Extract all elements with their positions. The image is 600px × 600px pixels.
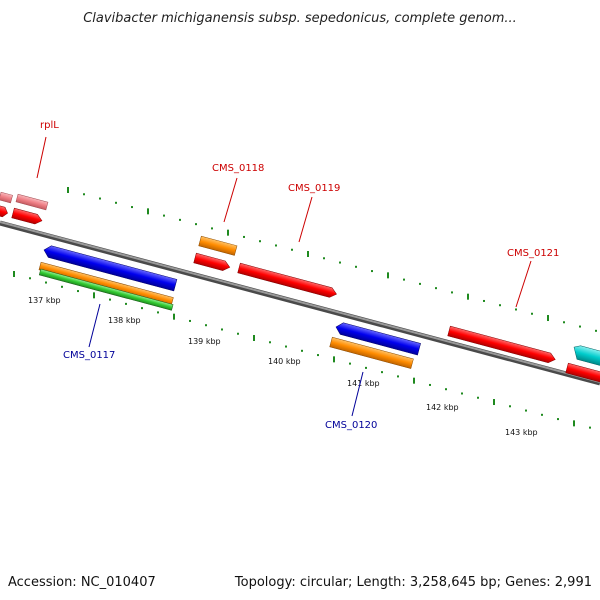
label-cms0120[interactable]: CMS_0120 — [325, 420, 377, 431]
gene-cms0120-blue[interactable] — [334, 321, 421, 356]
gene-cms0118[interactable] — [198, 235, 238, 256]
tick-label-143: 143 kbp — [505, 428, 538, 437]
tick-label-141: 141 kbp — [347, 379, 380, 388]
gene-red-left-a[interactable] — [0, 204, 9, 218]
backbone — [0, 220, 600, 386]
label-cms0119[interactable]: CMS_0119 — [288, 183, 340, 194]
leader-rplL — [36, 136, 47, 179]
map-title: Clavibacter michiganensis subsp. sepedon… — [83, 11, 517, 26]
leader-cms0120 — [351, 371, 364, 417]
label-rplL[interactable]: rplL — [40, 120, 59, 131]
gene-cms0119[interactable] — [237, 262, 338, 299]
label-cms0117[interactable]: CMS_0117 — [63, 350, 115, 361]
gene-red-left-b[interactable] — [11, 207, 44, 225]
reverse-genes — [38, 244, 421, 369]
gene-cms0120[interactable] — [329, 336, 414, 369]
label-cms0121[interactable]: CMS_0121 — [507, 248, 559, 259]
tick-label-137: 137 kbp — [28, 296, 61, 305]
upper-tick-row — [67, 187, 597, 332]
leader-cms0121 — [515, 260, 532, 308]
tick-label-138: 138 kbp — [108, 316, 141, 325]
leader-cms0118 — [223, 177, 238, 223]
gene-pink-upper[interactable] — [15, 193, 49, 211]
label-cms0118[interactable]: CMS_0118 — [212, 163, 264, 174]
accession-text: Accession: NC_010407 — [8, 575, 156, 590]
leader-cms0119 — [298, 196, 313, 243]
tick-label-140: 140 kbp — [268, 357, 301, 366]
leader-cms0117 — [88, 303, 101, 348]
gene-cms0117-blue[interactable] — [42, 244, 178, 292]
kbp-labels: 137 kbp 138 kbp 139 kbp 140 kbp 141 kbp … — [28, 296, 538, 437]
tick-label-142: 142 kbp — [426, 403, 459, 412]
gene-rplL[interactable] — [0, 191, 13, 204]
gene-red-right[interactable] — [565, 362, 600, 384]
gene-labels: rplL CMS_0118 CMS_0119 CMS_0121 CMS_0117… — [36, 120, 559, 431]
gene-cyan-right[interactable] — [571, 344, 600, 369]
gene-red-0118[interactable] — [193, 252, 231, 272]
gene-cms0121[interactable] — [447, 325, 557, 364]
summary-text: Topology: circular; Length: 3,258,645 bp… — [234, 575, 592, 590]
forward-genes — [0, 191, 600, 384]
tick-label-139: 139 kbp — [188, 337, 221, 346]
lower-tick-row — [13, 271, 591, 429]
gene-green-0117[interactable] — [38, 268, 174, 311]
